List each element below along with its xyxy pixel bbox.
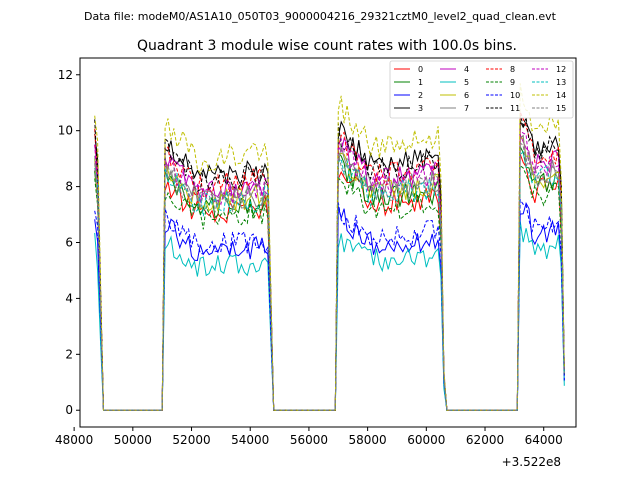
series-line-5 — [94, 220, 565, 411]
series-line-10 — [94, 198, 565, 411]
y-tick-label: 4 — [65, 291, 73, 305]
x-tick-label: 48000 — [55, 433, 93, 447]
x-tick-label: 60000 — [407, 433, 445, 447]
legend-label-6: 6 — [464, 91, 469, 100]
x-tick-label: 52000 — [172, 433, 210, 447]
y-tick-label: 12 — [58, 68, 73, 82]
series-line-13 — [94, 150, 565, 411]
y-tick-label: 6 — [65, 236, 73, 250]
x-tick-label: 56000 — [290, 433, 328, 447]
y-tick-label: 2 — [65, 347, 73, 361]
x-axis: 48000 50000 52000 54000 56000 58000 60000 62000… — [55, 427, 563, 447]
legend-label-7: 7 — [464, 104, 469, 113]
y-axis: 0 2 4 6 8 10 12 — [58, 68, 80, 417]
series-line-9 — [94, 164, 565, 411]
legend-label-3: 3 — [418, 104, 423, 113]
legend-label-13: 13 — [556, 78, 566, 87]
y-tick-label: 0 — [65, 403, 73, 417]
x-tick-label: 50000 — [114, 433, 152, 447]
x-tick-label: 54000 — [231, 433, 269, 447]
legend-label-8: 8 — [510, 65, 515, 74]
legend-label-0: 0 — [418, 65, 423, 74]
legend-label-10: 10 — [510, 91, 520, 100]
series-line-2 — [94, 201, 565, 411]
y-tick-label: 8 — [65, 180, 73, 194]
legend-label-11: 11 — [510, 104, 520, 113]
legend-label-2: 2 — [418, 91, 423, 100]
y-tick-label: 10 — [58, 124, 73, 138]
legend-label-4: 4 — [464, 65, 469, 74]
x-tick-label: 62000 — [466, 433, 504, 447]
chart-suptitle: Data file: modeM0/AS1A10_050T03_90000042… — [84, 10, 557, 23]
x-tick-label: 58000 — [349, 433, 387, 447]
series-line-15 — [94, 141, 565, 411]
x-offset-label: +3.522e8 — [502, 455, 561, 469]
legend-label-1: 1 — [418, 78, 423, 87]
legend-frame — [389, 60, 574, 119]
plot-series-group — [94, 83, 565, 411]
legend-label-5: 5 — [464, 78, 469, 87]
chart-title: Quadrant 3 module wise count rates with … — [137, 38, 517, 54]
legend-label-15: 15 — [556, 104, 566, 113]
legend-label-9: 9 — [510, 78, 515, 87]
series-line-14 — [94, 83, 565, 411]
legend-label-14: 14 — [556, 91, 566, 100]
x-tick-label: 64000 — [525, 433, 563, 447]
legend-label-12: 12 — [556, 65, 566, 74]
